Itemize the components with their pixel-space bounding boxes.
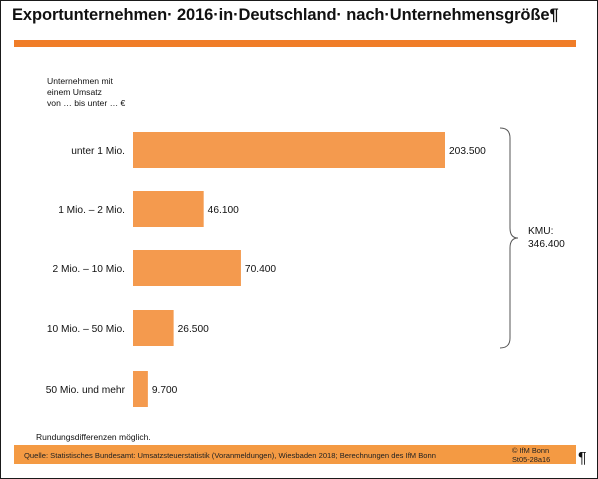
- axis-label-line: von … bis unter … €: [47, 98, 126, 108]
- pilcrow-mark: ¶: [578, 450, 587, 467]
- bars: unter 1 Mio. 203.500 1 Mio. – 2 Mio. 46.100…: [46, 132, 486, 407]
- copyright-label: © IfM Bonn: [512, 446, 550, 455]
- chart-code: St05-28a16: [512, 455, 551, 464]
- kmu-brace: KMU: 346.400: [499, 127, 565, 349]
- kmu-label: KMU:: [528, 226, 553, 237]
- category-label: 2 Mio. – 10 Mio.: [53, 264, 125, 275]
- bar: [133, 250, 241, 286]
- category-label: 10 Mio. – 50 Mio.: [47, 324, 125, 335]
- kmu-value: 346.400: [528, 239, 565, 250]
- bar: [133, 371, 148, 407]
- category-label: 1 Mio. – 2 Mio.: [58, 205, 125, 216]
- curly-brace: [499, 127, 519, 349]
- rounding-note: Rundungsdifferenzen möglich.: [36, 432, 151, 442]
- source-text: Quelle: Statistisches Bundesamt: Umsatzs…: [24, 451, 436, 460]
- source-bar: [14, 445, 576, 464]
- value-label: 70.400: [245, 264, 276, 275]
- copyright: © IfM Bonn St05-28a16: [512, 446, 550, 464]
- title-divider: [14, 40, 576, 47]
- bar: [133, 132, 445, 168]
- value-label: 26.500: [178, 324, 209, 335]
- axis-label-line: einem Umsatz: [47, 87, 102, 97]
- page-title: Exportunternehmen· 2016·in·Deutschland· …: [12, 6, 559, 24]
- category-label: 50 Mio. und mehr: [46, 385, 126, 396]
- category-label: unter 1 Mio.: [71, 146, 125, 157]
- value-label: 46.100: [208, 205, 239, 216]
- value-label: 9.700: [152, 385, 178, 396]
- value-label: 203.500: [449, 146, 486, 157]
- bar: [133, 191, 204, 227]
- axis-label-line: Unternehmen mit: [47, 76, 114, 86]
- bar: [133, 310, 174, 346]
